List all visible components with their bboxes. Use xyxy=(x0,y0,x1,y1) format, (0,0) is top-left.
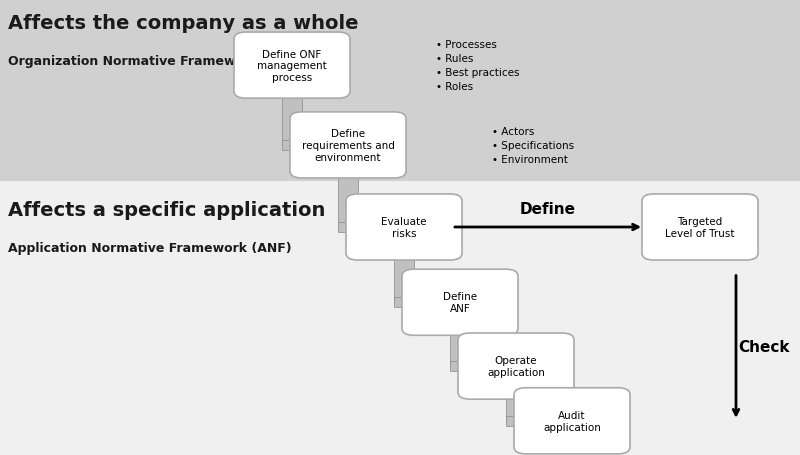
Text: Operate
application: Operate application xyxy=(487,355,545,377)
Polygon shape xyxy=(358,209,390,246)
Bar xyxy=(394,298,414,308)
FancyBboxPatch shape xyxy=(0,182,800,455)
Text: Check: Check xyxy=(738,339,790,354)
Text: Targeted
Level of Trust: Targeted Level of Trust xyxy=(666,217,734,238)
Bar xyxy=(506,416,526,426)
Text: Organization Normative Framework (ONF): Organization Normative Framework (ONF) xyxy=(8,55,304,68)
FancyBboxPatch shape xyxy=(514,388,630,454)
Polygon shape xyxy=(302,127,334,164)
Text: Define ONF
management
process: Define ONF management process xyxy=(257,50,327,82)
Bar xyxy=(338,222,358,233)
Text: Audit
application: Audit application xyxy=(543,410,601,432)
FancyBboxPatch shape xyxy=(402,269,518,336)
Polygon shape xyxy=(414,284,446,321)
Bar xyxy=(450,361,470,371)
Bar xyxy=(450,329,470,366)
FancyBboxPatch shape xyxy=(642,195,758,260)
Text: • Actors
• Specifications
• Environment: • Actors • Specifications • Environment xyxy=(492,126,574,165)
Bar xyxy=(282,92,302,146)
Polygon shape xyxy=(470,348,502,384)
Text: Define
requirements and
environment: Define requirements and environment xyxy=(302,129,394,162)
Text: Affects the company as a whole: Affects the company as a whole xyxy=(8,14,358,33)
Polygon shape xyxy=(526,403,558,439)
Text: Define
ANF: Define ANF xyxy=(443,292,477,313)
FancyBboxPatch shape xyxy=(346,195,462,260)
Text: Application Normative Framework (ANF): Application Normative Framework (ANF) xyxy=(8,241,292,254)
Text: • Processes
• Rules
• Best practices
• Roles: • Processes • Rules • Best practices • R… xyxy=(436,40,519,92)
Text: Define: Define xyxy=(520,202,576,217)
Bar xyxy=(506,392,526,421)
Bar xyxy=(282,141,302,151)
Bar xyxy=(338,172,358,228)
Text: Affects a specific application: Affects a specific application xyxy=(8,200,326,219)
FancyBboxPatch shape xyxy=(0,0,800,182)
FancyBboxPatch shape xyxy=(290,113,406,179)
Bar xyxy=(394,254,414,303)
FancyBboxPatch shape xyxy=(458,333,574,399)
FancyBboxPatch shape xyxy=(234,33,350,99)
Text: Evaluate
risks: Evaluate risks xyxy=(382,217,426,238)
